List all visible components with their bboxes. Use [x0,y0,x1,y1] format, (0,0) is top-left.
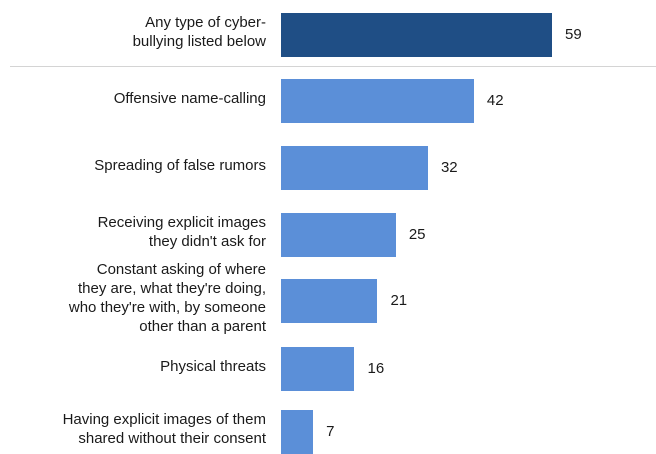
category-label-line: Any type of cyber- [145,14,266,31]
category-label: Physical threats [160,357,266,376]
category-label: Spreading of false rumors [94,156,266,175]
bar [281,79,474,123]
category-label-line: Having explicit images of them [62,411,266,428]
bar [281,13,552,57]
category-label-line: shared without their consent [78,430,266,447]
category-label: Any type of cyber-bullying listed below [133,13,266,51]
category-label-line: bullying listed below [132,33,266,50]
category-label-line: Spreading of false rumors [94,156,266,174]
category-label: Having explicit images of them shared wit… [63,410,266,448]
category-label-line: Physical threats [160,357,266,375]
category-label-line: Offensive name-calling [113,89,266,107]
value-label: 32 [440,159,458,176]
bar [281,347,355,391]
value-label: 21 [390,292,408,309]
value-label: 25 [408,226,426,243]
category-label-line: who they're with, by someone [68,299,266,316]
category-label-line: other than a parent [139,318,266,335]
category-label: Receiving explicit images they didn't ask… [98,213,266,251]
bar [281,410,314,454]
summary-divider [10,66,656,67]
category-label-line: Receiving explicit images [97,214,266,231]
category-label: Offensive name-calling [114,89,266,108]
category-label-line: they are, what they're doing, [78,280,266,297]
bar [281,213,396,257]
value-label: 42 [486,92,504,109]
category-label-line: Constant asking of where [96,261,266,278]
value-label: 7 [326,423,335,440]
bar [281,279,378,323]
category-label-line: they didn't ask for [148,233,266,250]
value-label: 16 [367,360,385,377]
bar [281,146,428,190]
value-label: 59 [565,26,582,43]
category-label: Constant asking of where they are, what t… [69,260,266,336]
